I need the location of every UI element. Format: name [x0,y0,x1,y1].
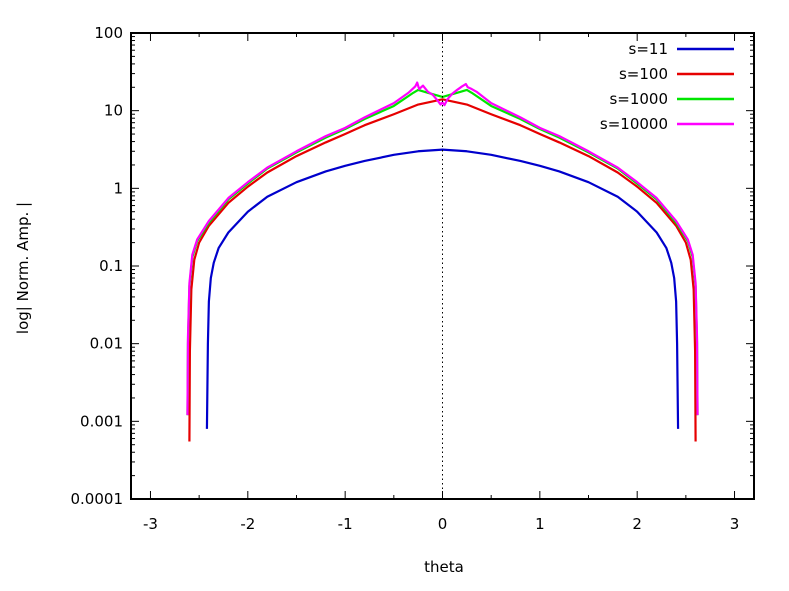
y-tick-label: 0.001 [80,412,123,430]
y-tick-label: 0.0001 [71,490,124,508]
series-line-s=100 [188,98,697,442]
x-tick-label: 1 [535,515,545,533]
y-axis-title: log| Norm. Amp. | [14,202,32,334]
y-tick-label: 1 [113,179,123,197]
x-axis-title: theta [424,558,464,576]
x-tick-label: -2 [240,515,255,533]
y-tick-label: 100 [94,24,123,42]
y-tick-label: 0.01 [90,335,123,353]
series-line-s=11 [205,148,680,429]
legend-label: s=11 [629,40,668,58]
x-tick-label: 2 [632,515,642,533]
y-tick-label: 10 [104,102,123,120]
legend-label: s=100 [619,65,668,83]
x-tick-label: 3 [730,515,740,533]
plot-frame [130,32,755,500]
x-tick-label: -3 [143,515,158,533]
y-tick-label: 0.1 [99,257,123,275]
legend-label: s=10000 [600,115,668,133]
axes: -3 -2 -1 0 1 2 3 0.0001 0.001 0.01 0.1 1 10 100 [71,24,755,533]
x-tick-label: 0 [438,515,448,533]
series-line-s=10000 [186,81,699,416]
x-tick-label: -1 [338,515,353,533]
legend-label: s=1000 [609,90,668,108]
series-lines [186,81,699,442]
legend: s=11 s=100 s=1000 s=10000 [600,40,734,133]
